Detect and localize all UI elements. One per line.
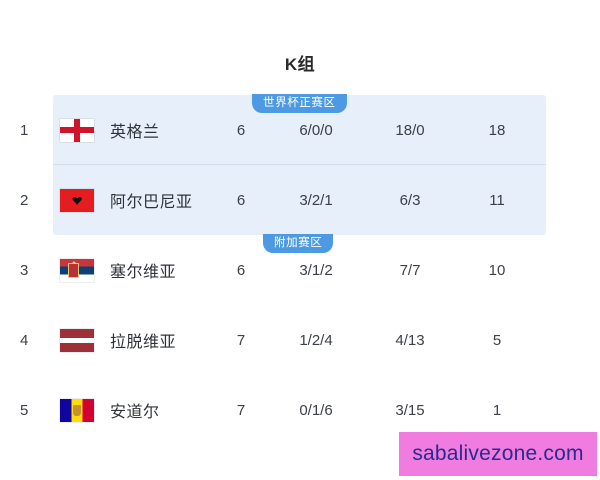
points-cell: 18 — [488, 121, 506, 139]
coat-of-arms-icon — [68, 262, 79, 278]
table-row[interactable]: 3 塞尔维亚 6 3/1/2 7/7 10 — [0, 235, 600, 305]
table-row[interactable]: 1 英格兰 6 6/0/0 18/0 18 世界杯正赛区 — [0, 94, 600, 165]
goals-cell: 4/13 — [395, 331, 425, 349]
rank-cell: 2 — [20, 191, 29, 209]
table-row[interactable]: 2 ♥ 阿尔巴尼亚 6 3/2/1 6/3 11 附加赛区 — [0, 165, 600, 253]
watermark-text: sabalivezone.com — [412, 442, 584, 465]
team-name[interactable]: 英格兰 — [110, 124, 160, 141]
flag-cell — [52, 118, 102, 142]
flag-cell — [52, 328, 102, 352]
table-row[interactable]: 5 安道尔 7 0/1/6 3/15 1 — [0, 375, 600, 445]
flag-cell: ♥ — [52, 188, 102, 212]
albania-flag-icon: ♥ — [60, 188, 94, 212]
england-flag-icon — [60, 118, 94, 142]
played-cell: 6 — [236, 191, 246, 209]
rank-cell: 3 — [20, 261, 29, 279]
latvia-flag-icon — [60, 328, 94, 352]
flag-cell — [52, 258, 102, 282]
points-cell: 5 — [492, 331, 502, 349]
team-name[interactable]: 安道尔 — [110, 404, 160, 421]
page-title: K组 — [284, 55, 316, 74]
played-cell: 6 — [236, 121, 246, 139]
played-cell: 7 — [236, 331, 246, 349]
rank-cell: 1 — [20, 121, 29, 139]
points-cell: 1 — [492, 401, 502, 419]
goals-cell: 6/3 — [399, 191, 421, 209]
world-cup-zone-badge: 世界杯正赛区 — [252, 94, 347, 113]
team-name[interactable]: 塞尔维亚 — [110, 264, 177, 281]
table-row[interactable]: 4 拉脱维亚 7 1/2/4 4/13 5 — [0, 305, 600, 375]
team-name[interactable]: 拉脱维亚 — [110, 334, 177, 351]
eagle-emblem-icon: ♥ — [71, 191, 83, 208]
flag-cell — [52, 398, 102, 422]
record-cell: 6/0/0 — [299, 121, 333, 139]
watermark: sabalivezone.com — [399, 432, 597, 476]
serbia-flag-icon — [60, 258, 94, 282]
team-name[interactable]: 阿尔巴尼亚 — [110, 194, 193, 211]
points-cell: 10 — [488, 261, 506, 279]
record-cell: 3/1/2 — [299, 261, 333, 279]
andorra-flag-icon — [60, 398, 94, 422]
qualification-highlight-block — [53, 95, 546, 235]
points-cell: 11 — [489, 191, 505, 209]
record-cell: 1/2/4 — [299, 331, 333, 349]
played-cell: 7 — [236, 401, 246, 419]
standings-table: 1 英格兰 6 6/0/0 18/0 18 世界杯正赛区 2 ♥ 阿尔巴尼亚 6… — [0, 94, 600, 445]
goals-cell: 7/7 — [399, 261, 421, 279]
rank-cell: 5 — [20, 401, 29, 419]
record-cell: 3/2/1 — [299, 191, 333, 209]
goals-cell: 18/0 — [395, 121, 425, 139]
row-divider — [53, 164, 546, 165]
record-cell: 0/1/6 — [299, 401, 333, 419]
coat-of-arms-icon — [73, 404, 81, 416]
playoff-zone-badge: 附加赛区 — [263, 234, 334, 253]
goals-cell: 3/15 — [395, 401, 425, 419]
played-cell: 6 — [236, 261, 246, 279]
rank-cell: 4 — [20, 331, 29, 349]
